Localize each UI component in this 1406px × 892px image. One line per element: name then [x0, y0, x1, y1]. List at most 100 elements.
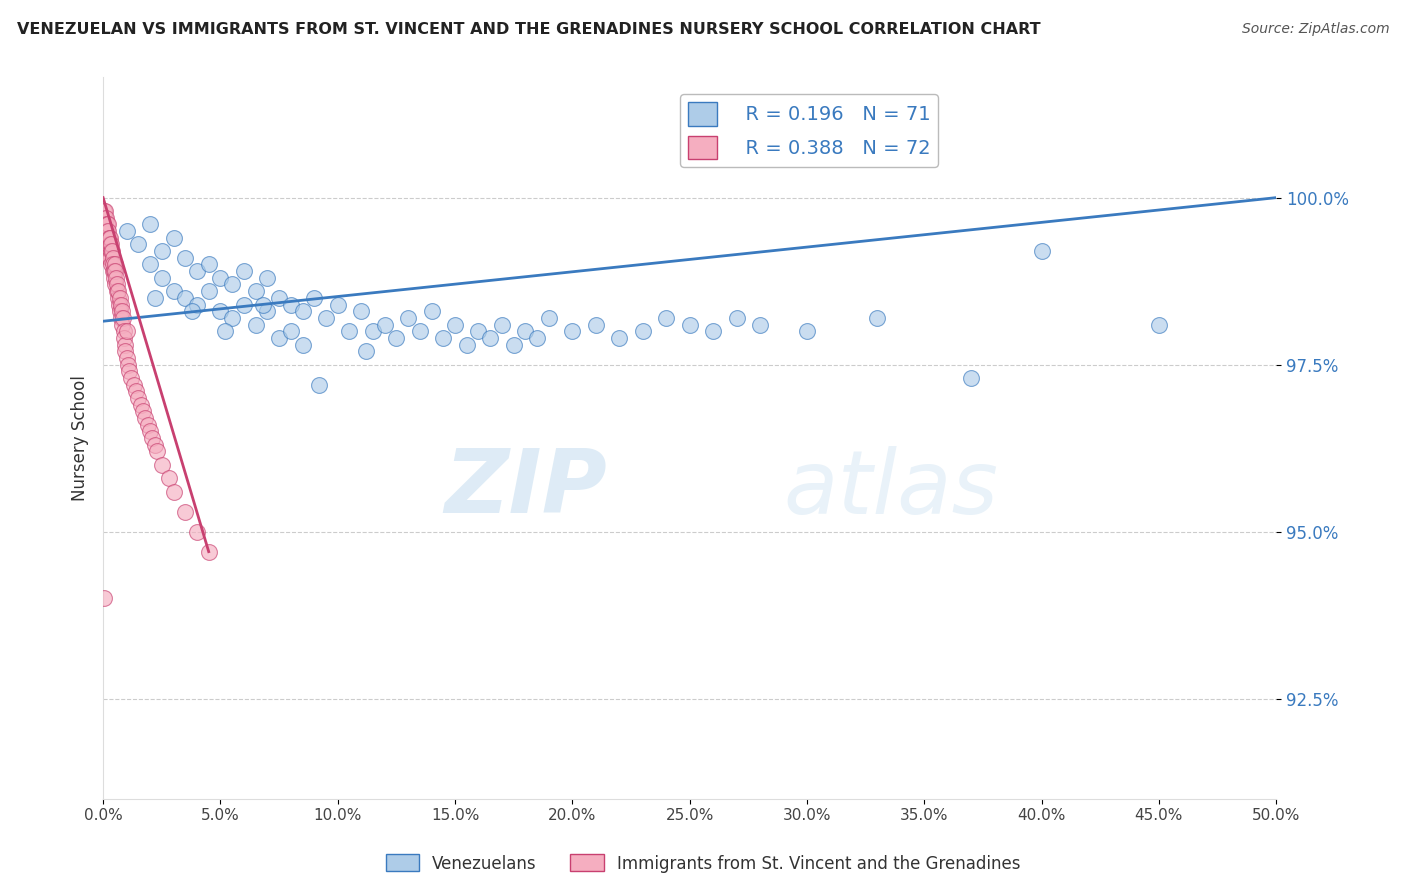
Point: [103, 264, 125, 278]
Point: [101, 264, 124, 278]
Point: [444, 318, 467, 332]
Point: [467, 324, 489, 338]
Point: [585, 318, 607, 332]
Legend:   R = 0.196   N = 71,   R = 0.388   N = 72: R = 0.196 N = 71, R = 0.388 N = 72: [681, 95, 938, 167]
Point: [361, 324, 384, 338]
Point: [256, 304, 278, 318]
Point: [561, 324, 583, 338]
Text: ZIP: ZIP: [444, 445, 607, 533]
Point: [101, 251, 124, 265]
Point: [515, 324, 537, 338]
Point: [117, 358, 139, 372]
Point: [105, 284, 128, 298]
Point: [291, 304, 314, 318]
Point: [749, 318, 772, 332]
Point: [197, 284, 219, 298]
Point: [111, 304, 134, 318]
Point: [97, 237, 120, 252]
Point: [139, 218, 162, 232]
Point: [502, 337, 524, 351]
Text: Source: ZipAtlas.com: Source: ZipAtlas.com: [1241, 22, 1389, 37]
Point: [94, 211, 117, 225]
Point: [162, 231, 184, 245]
Text: VENEZUELAN VS IMMIGRANTS FROM ST. VINCENT AND THE GRENADINES NURSERY SCHOOL CORR: VENEZUELAN VS IMMIGRANTS FROM ST. VINCEN…: [17, 22, 1040, 37]
Point: [232, 297, 254, 311]
Point: [96, 237, 118, 252]
Point: [141, 431, 163, 445]
Point: [96, 224, 118, 238]
Point: [308, 377, 330, 392]
Point: [93, 204, 115, 219]
Point: [304, 291, 326, 305]
Point: [136, 417, 159, 432]
Point: [108, 304, 131, 318]
Point: [114, 337, 136, 351]
Point: [280, 297, 302, 311]
Point: [350, 304, 373, 318]
Point: [221, 310, 243, 325]
Point: [385, 331, 408, 345]
Point: [396, 310, 419, 325]
Point: [104, 264, 127, 278]
Point: [252, 297, 274, 311]
Point: [197, 257, 219, 271]
Point: [98, 231, 121, 245]
Point: [245, 318, 267, 332]
Point: [134, 411, 156, 425]
Point: [94, 224, 117, 238]
Point: [112, 324, 135, 338]
Point: [174, 291, 197, 305]
Point: [120, 371, 142, 385]
Point: [280, 324, 302, 338]
Point: [132, 404, 155, 418]
Point: [537, 310, 560, 325]
Point: [186, 264, 208, 278]
Point: [101, 244, 124, 258]
Point: [221, 277, 243, 292]
Point: [105, 270, 128, 285]
Point: [214, 324, 236, 338]
Point: [97, 218, 120, 232]
Point: [94, 204, 117, 219]
Point: [409, 324, 432, 338]
Point: [326, 297, 349, 311]
Point: [456, 337, 478, 351]
Point: [112, 310, 135, 325]
Point: [107, 284, 129, 298]
Point: [100, 237, 122, 252]
Point: [122, 377, 145, 392]
Point: [162, 484, 184, 499]
Point: [157, 471, 180, 485]
Point: [143, 291, 166, 305]
Point: [115, 224, 138, 238]
Point: [103, 270, 125, 285]
Y-axis label: Nursery School: Nursery School: [72, 376, 89, 501]
Point: [96, 244, 118, 258]
Point: [267, 291, 290, 305]
Point: [94, 231, 117, 245]
Point: [139, 425, 162, 439]
Point: [108, 297, 131, 311]
Point: [112, 331, 135, 345]
Point: [127, 391, 149, 405]
Point: [232, 264, 254, 278]
Point: [960, 371, 983, 385]
Point: [655, 310, 678, 325]
Point: [129, 398, 152, 412]
Point: [725, 310, 748, 325]
Point: [631, 324, 654, 338]
Point: [315, 310, 337, 325]
Point: [174, 251, 197, 265]
Legend: Venezuelans, Immigrants from St. Vincent and the Grenadines: Venezuelans, Immigrants from St. Vincent…: [380, 847, 1026, 880]
Point: [150, 458, 173, 472]
Point: [115, 324, 138, 338]
Point: [94, 218, 117, 232]
Point: [114, 344, 136, 359]
Point: [93, 591, 115, 606]
Point: [108, 291, 131, 305]
Point: [125, 384, 148, 399]
Point: [267, 331, 290, 345]
Point: [197, 544, 219, 558]
Point: [866, 310, 889, 325]
Point: [150, 244, 173, 258]
